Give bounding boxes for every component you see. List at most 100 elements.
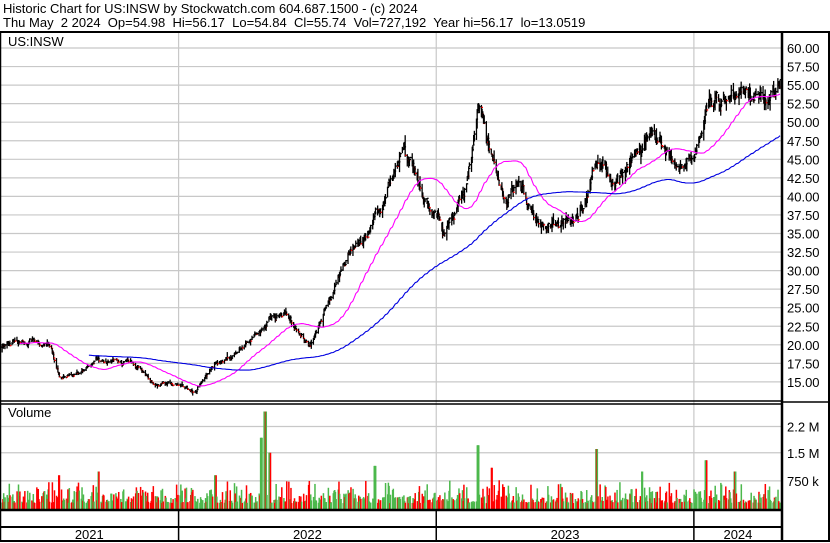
volume-bar	[9, 495, 11, 509]
volume-bar	[265, 411, 268, 509]
volume-bar	[48, 482, 50, 509]
volume-bar	[745, 502, 748, 509]
volume-bar	[508, 493, 510, 509]
volume-bar	[136, 490, 138, 509]
volume-bar	[735, 493, 738, 509]
volume-tick-label: 1.5 M	[787, 446, 820, 461]
volume-bar	[60, 489, 63, 509]
volume-tick-label: 750 k	[787, 474, 819, 489]
volume-bar	[602, 500, 604, 509]
volume-bar	[93, 501, 95, 509]
volume-bar	[599, 484, 601, 509]
volume-bar	[559, 483, 562, 509]
volume-bar	[19, 491, 21, 509]
volume-bar	[240, 489, 243, 509]
volume-bar	[67, 489, 69, 509]
volume-bar	[367, 493, 370, 509]
volume-bar	[335, 499, 337, 509]
volume-bar	[157, 497, 160, 509]
volume-bar	[434, 492, 436, 509]
volume-bar	[281, 487, 283, 509]
volume-bar	[146, 492, 149, 509]
volume-bar	[288, 481, 290, 509]
volume-bar	[542, 497, 545, 509]
volume-bar	[58, 475, 61, 509]
volume-bar	[740, 484, 743, 509]
volume-bar	[571, 493, 574, 509]
volume-bar	[12, 494, 14, 509]
price-tick-label: 60.00	[787, 41, 820, 56]
volume-tick-label: 2.2 M	[787, 420, 820, 435]
volume-bar	[536, 488, 539, 509]
volume-bar	[320, 495, 323, 509]
volume-bar	[426, 484, 428, 509]
volume-bar	[646, 501, 649, 509]
volume-bar	[76, 486, 78, 509]
volume-bar	[659, 486, 661, 509]
volume-bar	[83, 501, 85, 509]
volume-bar	[269, 452, 272, 509]
volume-bar	[394, 497, 397, 509]
volume-bar	[201, 500, 204, 509]
volume-bar	[685, 489, 688, 509]
volume-bar	[561, 487, 563, 509]
volume-bar	[651, 491, 654, 509]
volume-bar	[241, 502, 244, 509]
price-tick-label: 22.50	[787, 319, 820, 334]
volume-bar	[564, 492, 567, 509]
volume-bar	[515, 487, 517, 509]
volume-bar	[216, 502, 219, 509]
volume-bar	[340, 498, 342, 509]
volume-bar	[209, 490, 211, 509]
volume-bar	[43, 491, 46, 509]
volume-bar	[88, 499, 90, 509]
volume-bar	[463, 484, 465, 509]
year-label: 2022	[293, 527, 322, 542]
volume-bar	[226, 481, 229, 509]
volume-bar	[582, 502, 584, 509]
volume-bar	[477, 445, 480, 509]
volume-bar	[641, 471, 644, 509]
volume-bar	[374, 465, 377, 509]
price-tick-label: 52.50	[787, 97, 820, 112]
volume-bar	[108, 501, 110, 509]
volume-bar	[419, 502, 421, 509]
volume-bar	[24, 491, 26, 509]
volume-bar	[33, 502, 36, 509]
volume-bar	[221, 492, 224, 509]
volume-bar	[765, 498, 767, 509]
volume-bar	[113, 494, 115, 509]
volume-bar	[98, 471, 100, 509]
volume-bar	[424, 490, 426, 509]
volume-bar	[139, 486, 142, 509]
volume-panel-label: Volume	[8, 405, 51, 420]
volume-bar	[404, 502, 407, 509]
volume-bar	[725, 486, 727, 509]
volume-bar	[461, 490, 464, 509]
volume-bar	[616, 489, 618, 509]
volume-bar	[661, 500, 664, 509]
volume-bar	[764, 483, 767, 509]
volume-bar	[636, 502, 639, 509]
volume-bar	[352, 488, 354, 509]
volume-bar	[498, 480, 500, 509]
volume-bar	[676, 497, 678, 509]
volume-bar	[691, 502, 693, 509]
volume-bar	[414, 493, 416, 509]
volume-bar	[449, 480, 451, 509]
volume-bar	[285, 481, 288, 509]
price-tick-label: 20.00	[787, 338, 820, 353]
volume-bar	[720, 484, 723, 509]
volume-bar	[693, 489, 695, 509]
volume-bar	[710, 497, 713, 509]
volume-bar	[503, 487, 505, 509]
volume-bar	[68, 488, 71, 509]
price-tick-label: 57.50	[787, 60, 820, 75]
volume-bar	[648, 487, 651, 509]
volume-bar	[626, 499, 629, 509]
volume-bar	[345, 493, 347, 509]
price-bars	[0, 78, 782, 396]
volume-bar	[275, 483, 277, 509]
moving-average-50-line	[19, 93, 781, 387]
